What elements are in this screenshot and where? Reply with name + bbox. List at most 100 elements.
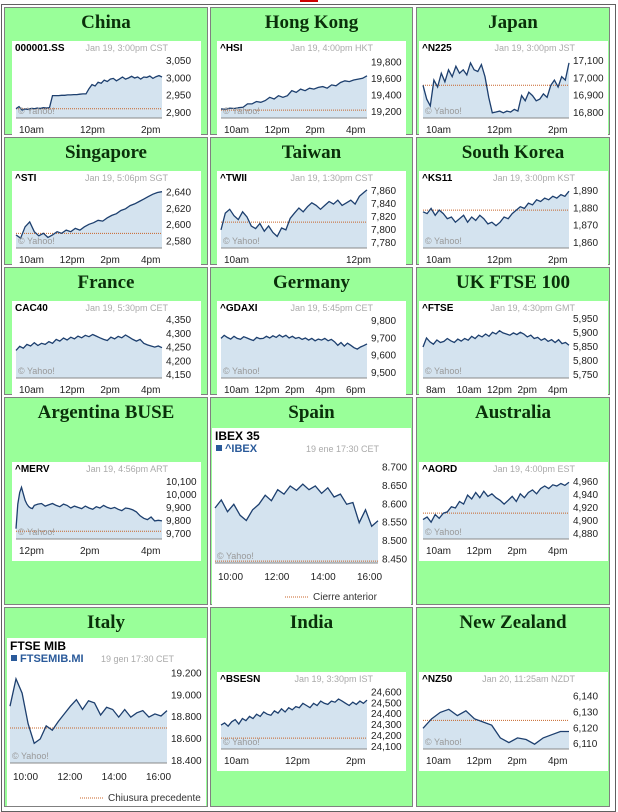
y-tick-label: 2,580 <box>166 236 191 247</box>
market-title: Australia <box>475 402 551 423</box>
chart-panel[interactable]: 19,800 19,600 19,400 19,200 10am 12pm 2pm 4pm © … <box>217 41 406 140</box>
y-tick-label: 8.700 <box>382 463 407 474</box>
market-title: Germany <box>272 272 351 293</box>
index-symbol: ^NZ50 <box>422 674 453 685</box>
y-tick-label: 17,100 <box>573 56 604 67</box>
price-line <box>220 334 368 350</box>
y-tick-label: 4,350 <box>166 315 191 326</box>
market-cell-singapore: Singapore 2,640 2,620 2,600 2,580 10am 12pm 2pm… <box>4 137 208 270</box>
x-tick-label: 12pm <box>487 125 512 136</box>
market-title: Singapore <box>64 142 147 163</box>
timestamp-label: 19 ene 17:30 CET <box>306 444 380 454</box>
watermark: © Yahoo! <box>425 236 462 246</box>
price-area <box>423 62 569 118</box>
chart-panel[interactable]: 6,140 6,130 6,120 6,110 10am 12pm 2pm 4pm © Yaho… <box>419 672 608 771</box>
market-title: Japan <box>488 12 538 33</box>
x-tick-label: 12pm <box>467 546 492 557</box>
y-tick-label: 5,750 <box>573 370 598 381</box>
chart-panel[interactable]: 4,960 4,940 4,920 4,900 4,880 10am 12pm 2pm 4pm ©… <box>419 462 608 561</box>
y-tick-label: 8.550 <box>382 518 407 529</box>
y-tick-label: 1,860 <box>573 238 598 249</box>
timestamp-label: Jan 19, 5:45pm CET <box>290 303 373 313</box>
y-tick-label: 9,800 <box>166 516 191 527</box>
x-tick-label: 10am <box>19 125 44 136</box>
x-tick-label: 2pm <box>141 125 160 136</box>
y-tick-label: 7,780 <box>371 238 396 249</box>
timestamp-label: Jan 19, 4:00pm HKT <box>290 43 373 53</box>
y-tick-label: 8.650 <box>382 481 407 492</box>
chart-panel[interactable]: 9,800 9,700 9,600 9,500 10am 12pm 2pm 4pm 6pm © Y… <box>217 301 406 400</box>
price-line <box>422 190 570 227</box>
y-tick-label: 24,500 <box>371 698 402 709</box>
y-tick-label: 9,500 <box>371 368 396 379</box>
y-tick-label: 4,150 <box>166 370 191 381</box>
market-cell-spain: Spain 8.700 8.650 8.600 8.550 8.500 8.450 10:00… <box>210 397 413 605</box>
y-tick-label: 9,700 <box>166 529 191 540</box>
chart-panel[interactable]: 5,950 5,900 5,850 5,800 5,750 8am 10am 12pm 2pm 4… <box>419 301 608 400</box>
price-area <box>423 709 569 749</box>
index-symbol: ^IBEX <box>225 443 258 455</box>
chart-panel[interactable]: 3,050 3,000 2,950 2,900 10am 12pm 2pm © Yahoo! 0… <box>12 41 201 140</box>
chart-svg: 7,860 7,840 7,820 7,800 7,780 10am 12pm © Yahoo… <box>220 173 396 266</box>
index-symbol: ^BSESN <box>220 674 260 685</box>
x-tick-label: 14:00 <box>311 572 336 583</box>
x-tick-label: 2pm <box>507 756 526 767</box>
y-tick-label: 2,640 <box>166 188 191 199</box>
timestamp-label: Jan 19, 3:30pm IST <box>294 674 373 684</box>
y-tick-label: 19.000 <box>171 690 202 701</box>
chart-panel[interactable]: 1,890 1,880 1,870 1,860 10am 12pm 2pm © Yahoo! ^… <box>419 171 608 270</box>
market-cell-hong-kong: Hong Kong 19,800 19,600 19,400 19,200 10am 12p… <box>210 7 413 140</box>
y-tick-label: 24,600 <box>371 687 402 698</box>
x-tick-label: 10:00 <box>13 772 38 783</box>
chart-panel[interactable]: 2,640 2,620 2,600 2,580 10am 12pm 2pm 4pm © Yaho… <box>12 171 201 270</box>
watermark: © Yahoo! <box>18 527 55 537</box>
x-tick-label: 12pm <box>60 385 85 396</box>
x-tick-label: 10am <box>457 385 482 396</box>
watermark: © Yahoo! <box>425 366 462 376</box>
market-cell-italy: Italy 19.200 19.000 18.800 18.600 18.400 10:00… <box>4 607 208 807</box>
chart-panel[interactable]: 7,860 7,840 7,820 7,800 7,780 10am 12pm © Yahoo… <box>217 171 406 270</box>
x-tick-label: 12:00 <box>57 772 82 783</box>
chart-panel[interactable]: 17,100 17,000 16,900 16,800 10am 12pm 2pm © Yah… <box>419 41 608 140</box>
y-tick-label: 9,600 <box>371 351 396 362</box>
y-tick-label: 24,200 <box>371 731 402 742</box>
watermark: © Yahoo! <box>223 106 260 116</box>
index-symbol: ^N225 <box>422 43 452 54</box>
y-tick-label: 4,200 <box>166 356 191 367</box>
chart-svg: 1,890 1,880 1,870 1,860 10am 12pm 2pm © Yahoo! ^… <box>422 173 598 266</box>
index-symbol: ^HSI <box>220 43 243 54</box>
chart-svg: 6,140 6,130 6,120 6,110 10am 12pm 2pm 4pm © Yaho… <box>422 674 598 767</box>
series-swatch <box>216 445 222 451</box>
price-area <box>423 330 569 378</box>
chart-panel[interactable]: 4,350 4,300 4,250 4,200 4,150 10am 12pm 2pm 4pm ©… <box>12 301 201 400</box>
x-tick-label: 12pm <box>80 125 105 136</box>
market-cell-uk-ftse-100: UK FTSE 100 5,950 5,900 5,850 5,800 5,750 8am 1… <box>416 267 610 400</box>
market-title: Spain <box>288 402 335 423</box>
y-tick-label: 9,900 <box>166 503 191 514</box>
watermark: © Yahoo! <box>425 527 462 537</box>
chart-panel[interactable]: 8.700 8.650 8.600 8.550 8.500 8.450 10:00 12:00… <box>212 428 411 605</box>
y-tick-label: 2,620 <box>166 204 191 215</box>
x-tick-label: 4pm <box>346 125 365 136</box>
x-tick-label: 2pm <box>518 385 537 396</box>
watermark: © Yahoo! <box>217 551 254 561</box>
x-tick-label: 10am <box>426 756 451 767</box>
market-title: Hong Kong <box>264 12 359 33</box>
x-tick-label: 12pm <box>467 756 492 767</box>
chart-panel[interactable]: 19.200 19.000 18.800 18.600 18.400 10:00 12:00… <box>7 638 206 806</box>
watermark: © Yahoo! <box>223 366 260 376</box>
x-tick-label: 4pm <box>316 385 335 396</box>
chart-panel[interactable]: 24,600 24,500 24,400 24,300 24,200 24,100 10am… <box>217 672 406 771</box>
price-area <box>10 678 167 763</box>
chart-svg: 8.700 8.650 8.600 8.550 8.500 8.450 10:00 12:00… <box>214 429 407 603</box>
timestamp-label: Jan 19, 4:00pm EST <box>493 464 576 474</box>
index-symbol: ^MERV <box>15 464 50 475</box>
y-tick-label: 9,700 <box>371 333 396 344</box>
price-line <box>422 61 570 114</box>
watermark: © Yahoo! <box>12 751 49 761</box>
x-tick-label: 4pm <box>548 756 567 767</box>
chart-panel[interactable]: 10,100 10,000 9,900 9,800 9,700 12pm 2pm 4pm © Y… <box>12 462 201 561</box>
x-tick-label: 12pm <box>255 385 280 396</box>
timestamp-label: Jan 19, 5:06pm SGT <box>85 173 169 183</box>
